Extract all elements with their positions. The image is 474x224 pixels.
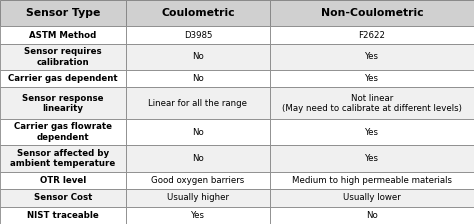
Bar xyxy=(0,0,126,26)
Text: No: No xyxy=(366,211,378,220)
Bar xyxy=(270,189,474,207)
Text: ASTM Method: ASTM Method xyxy=(29,30,96,39)
Bar xyxy=(0,145,126,172)
Bar xyxy=(270,119,474,145)
Text: Sensor response
linearity: Sensor response linearity xyxy=(22,94,103,113)
Bar xyxy=(126,145,270,172)
Text: No: No xyxy=(192,154,204,163)
Text: No: No xyxy=(192,128,204,137)
Bar xyxy=(270,26,474,44)
Bar xyxy=(0,207,126,224)
Text: Sensor Cost: Sensor Cost xyxy=(34,193,92,202)
Text: Usually higher: Usually higher xyxy=(167,193,229,202)
Bar xyxy=(0,172,126,189)
Bar xyxy=(126,26,270,44)
Bar xyxy=(126,0,270,26)
Bar xyxy=(270,88,474,119)
Text: D3985: D3985 xyxy=(183,30,212,39)
Bar xyxy=(126,119,270,145)
Bar xyxy=(126,189,270,207)
Bar xyxy=(270,0,474,26)
Bar xyxy=(0,189,126,207)
Text: Not linear
(May need to calibrate at different levels): Not linear (May need to calibrate at dif… xyxy=(282,94,462,113)
Text: Sensor requires
calibration: Sensor requires calibration xyxy=(24,47,101,67)
Bar xyxy=(0,26,126,44)
Bar xyxy=(126,44,270,70)
Bar xyxy=(0,119,126,145)
Text: F2622: F2622 xyxy=(359,30,385,39)
Text: Yes: Yes xyxy=(191,211,205,220)
Bar xyxy=(126,88,270,119)
Text: Non-Coulometric: Non-Coulometric xyxy=(321,8,423,18)
Text: Carrier gas dependent: Carrier gas dependent xyxy=(8,74,118,83)
Bar xyxy=(0,70,126,88)
Bar xyxy=(126,70,270,88)
Text: No: No xyxy=(192,74,204,83)
Text: Coulometric: Coulometric xyxy=(161,8,235,18)
Bar xyxy=(270,207,474,224)
Bar xyxy=(270,172,474,189)
Text: Medium to high permeable materials: Medium to high permeable materials xyxy=(292,176,452,185)
Text: Sensor Type: Sensor Type xyxy=(26,8,100,18)
Text: Usually lower: Usually lower xyxy=(343,193,401,202)
Text: Linear for all the range: Linear for all the range xyxy=(148,99,247,108)
Text: Yes: Yes xyxy=(365,52,379,61)
Text: No: No xyxy=(192,52,204,61)
Bar xyxy=(270,70,474,88)
Bar xyxy=(270,44,474,70)
Bar xyxy=(270,145,474,172)
Text: Yes: Yes xyxy=(365,74,379,83)
Text: OTR level: OTR level xyxy=(40,176,86,185)
Bar xyxy=(0,88,126,119)
Text: Yes: Yes xyxy=(365,128,379,137)
Text: Carrier gas flowrate
dependent: Carrier gas flowrate dependent xyxy=(14,123,112,142)
Text: Yes: Yes xyxy=(365,154,379,163)
Bar xyxy=(0,44,126,70)
Text: NIST traceable: NIST traceable xyxy=(27,211,99,220)
Bar xyxy=(126,172,270,189)
Text: Good oxygen barriers: Good oxygen barriers xyxy=(151,176,245,185)
Bar xyxy=(126,207,270,224)
Text: Sensor affected by
ambient temperature: Sensor affected by ambient temperature xyxy=(10,149,116,168)
